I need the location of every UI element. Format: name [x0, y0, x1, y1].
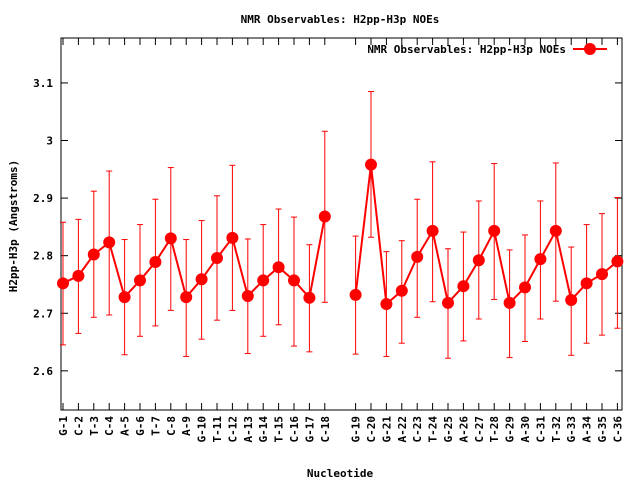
data-point — [349, 288, 362, 301]
y-tick-label: 3 — [46, 135, 53, 148]
data-point — [411, 250, 424, 263]
data-point — [549, 224, 562, 237]
x-tick-label: A-5 — [119, 416, 132, 436]
x-tick-label: T-15 — [273, 416, 286, 443]
data-point — [180, 291, 193, 304]
data-point — [118, 291, 131, 304]
x-tick-label: C-27 — [473, 416, 486, 443]
series-line — [354, 164, 619, 307]
plot-border — [60, 37, 623, 411]
x-tick-label: C-20 — [365, 416, 378, 443]
data-point — [149, 256, 162, 269]
data-point — [272, 261, 285, 274]
legend-marker — [584, 43, 596, 55]
x-tick-label: A-34 — [581, 416, 594, 443]
data-point — [503, 296, 516, 309]
x-tick-label: G-29 — [504, 416, 517, 443]
x-tick-label: T-11 — [211, 416, 224, 443]
x-tick-label: C-18 — [319, 416, 332, 443]
data-point — [457, 280, 470, 293]
x-axis-label: Nucleotide — [307, 467, 374, 480]
data-points — [57, 158, 624, 311]
data-point — [596, 268, 608, 281]
data-point — [365, 158, 377, 171]
y-tick-label: 2.9 — [33, 192, 53, 205]
data-point — [380, 298, 393, 311]
x-tick-label: A-26 — [457, 416, 470, 443]
x-tick-label: C-36 — [611, 416, 624, 443]
x-tick-label: G-25 — [442, 416, 455, 443]
x-tick-label: G-17 — [303, 416, 316, 443]
x-tick-label: T-3 — [88, 416, 101, 436]
data-point — [72, 269, 85, 282]
x-tick-label: C-23 — [411, 416, 424, 443]
x-tick-label: C-16 — [288, 416, 301, 443]
data-point — [426, 224, 439, 237]
y-tick-label: 2.7 — [33, 307, 53, 320]
y-tick-label: 2.6 — [33, 365, 53, 378]
data-point — [318, 210, 331, 223]
data-point — [442, 296, 454, 309]
x-tick-label: C-2 — [72, 416, 85, 436]
x-tick-label: T-7 — [149, 416, 162, 436]
data-point — [87, 248, 100, 261]
x-tick-label: G-33 — [565, 416, 578, 443]
data-point — [488, 224, 501, 237]
x-tick-label: G-1 — [57, 416, 70, 436]
x-tick-label: T-28 — [488, 416, 501, 443]
x-tick-label: A-13 — [242, 416, 255, 443]
x-tick-label: C-31 — [534, 416, 547, 443]
data-point — [195, 273, 208, 286]
series-line — [62, 216, 326, 300]
data-point — [103, 236, 116, 249]
data-point — [257, 274, 270, 287]
data-point — [303, 291, 316, 304]
data-point — [395, 284, 408, 297]
x-tick-label: C-12 — [226, 416, 239, 443]
axes: 2.6 2.7 2.8 2.9 3 3.1 G-1 C-2 T-3 C-4 A-5 G-6 T-7 C-8… — [33, 37, 624, 443]
data-point — [288, 274, 300, 287]
x-tick-label: A-22 — [396, 416, 409, 443]
x-tick-label: G-14 — [257, 416, 270, 443]
x-tick-label: C-4 — [103, 416, 116, 436]
series-lines — [62, 164, 619, 307]
data-point — [241, 289, 254, 302]
y-tick-label: 3.1 — [33, 77, 53, 90]
data-point — [611, 255, 624, 268]
x-tick-label: G-35 — [596, 416, 609, 443]
data-point — [57, 277, 69, 290]
data-point — [580, 277, 593, 290]
data-point — [519, 281, 531, 294]
error-bars — [60, 91, 621, 359]
x-tick-label: A-30 — [519, 416, 532, 443]
x-tick-label: T-24 — [427, 416, 440, 443]
x-tick-label: G-6 — [134, 416, 147, 436]
data-point — [226, 231, 239, 244]
x-tick-label: C-8 — [165, 416, 178, 436]
y-axis-label: H2pp-H3p (Angstroms) — [7, 160, 20, 292]
legend: NMR Observables: H2pp-H3p NOEs — [367, 43, 607, 56]
data-point — [472, 254, 485, 267]
chart-title: NMR Observables: H2pp-H3p NOEs — [241, 13, 440, 26]
y-tick-label: 2.8 — [33, 250, 53, 263]
x-tick-label: G-19 — [350, 416, 363, 443]
legend-label: NMR Observables: H2pp-H3p NOEs — [367, 43, 566, 56]
data-point — [211, 251, 223, 264]
x-tick-label: G-21 — [380, 416, 393, 443]
data-point — [164, 232, 177, 245]
data-point — [565, 294, 578, 307]
x-tick-label: A-9 — [180, 416, 193, 436]
data-point — [534, 253, 547, 266]
x-tick-label: T-32 — [550, 416, 563, 443]
x-tick-label: G-10 — [196, 416, 209, 443]
data-point — [134, 274, 146, 287]
